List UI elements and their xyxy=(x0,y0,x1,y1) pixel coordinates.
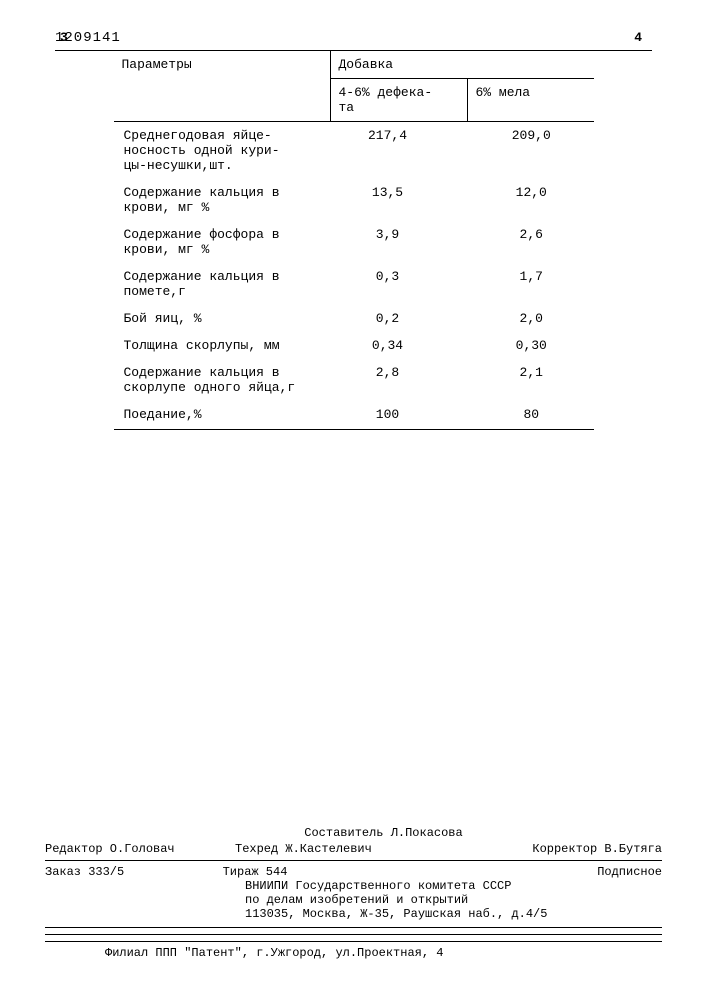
techred-label: Техред Ж.Кастелевич xyxy=(235,842,485,856)
compiler-line: Составитель Л.Покасова xyxy=(45,826,662,840)
subscription: Подписное xyxy=(345,865,662,879)
row-val2: 1,7 xyxy=(467,263,594,305)
row-val1: 0,3 xyxy=(330,263,467,305)
row-param: Среднегодовая яйце- носность одной кури-… xyxy=(114,122,331,180)
header-col1: 4-6% дефека- та xyxy=(330,79,467,122)
order-number: Заказ 333/5 xyxy=(45,865,165,921)
corrector-label: Корректор В.Бутяга xyxy=(485,842,662,856)
page-num-left: 3 xyxy=(60,30,68,45)
row-param: Толщина скорлупы, мм xyxy=(114,332,331,359)
row-val1: 2,8 xyxy=(330,359,467,401)
row-val2: 12,0 xyxy=(467,179,594,221)
footer-rule xyxy=(45,934,662,935)
row-param: Содержание кальция в крови, мг % xyxy=(114,179,331,221)
row-param: Поедание,% xyxy=(114,401,331,428)
org-line1: ВНИИПИ Государственного комитета СССР xyxy=(165,879,662,893)
header-additive: Добавка xyxy=(330,51,594,79)
header-col2: 6% мела xyxy=(467,79,594,122)
circulation: Тираж 544 xyxy=(165,865,345,879)
org-line2: по делам изобретений и открытий xyxy=(165,893,662,907)
footer-block: Составитель Л.Покасова Редактор О.Голова… xyxy=(45,826,662,960)
header-parameters: Параметры xyxy=(114,51,331,122)
row-param: Бой яиц, % xyxy=(114,305,331,332)
row-val1: 0,34 xyxy=(330,332,467,359)
row-param: Содержание кальция в скорлупе одного яйц… xyxy=(114,359,331,401)
row-val1: 3,9 xyxy=(330,221,467,263)
editor-label: Редактор О.Головач xyxy=(45,842,235,856)
org-address: 113035, Москва, Ж-35, Раушская наб., д.4… xyxy=(165,907,662,921)
branch-line: Филиал ППП "Патент", г.Ужгород, ул.Проек… xyxy=(45,941,662,960)
row-val1: 13,5 xyxy=(330,179,467,221)
row-val2: 209,0 xyxy=(467,122,594,180)
page-num-right: 4 xyxy=(634,30,642,45)
row-val1: 217,4 xyxy=(330,122,467,180)
row-val2: 2,6 xyxy=(467,221,594,263)
row-val2: 2,1 xyxy=(467,359,594,401)
data-table: Параметры Добавка 4-6% дефека- та 6% мел… xyxy=(114,51,594,430)
row-val2: 2,0 xyxy=(467,305,594,332)
row-param: Содержание фосфора в крови, мг % xyxy=(114,221,331,263)
row-val1: 100 xyxy=(330,401,467,428)
row-val1: 0,2 xyxy=(330,305,467,332)
row-param: Содержание кальция в помете,г xyxy=(114,263,331,305)
row-val2: 0,30 xyxy=(467,332,594,359)
row-val2: 80 xyxy=(467,401,594,428)
